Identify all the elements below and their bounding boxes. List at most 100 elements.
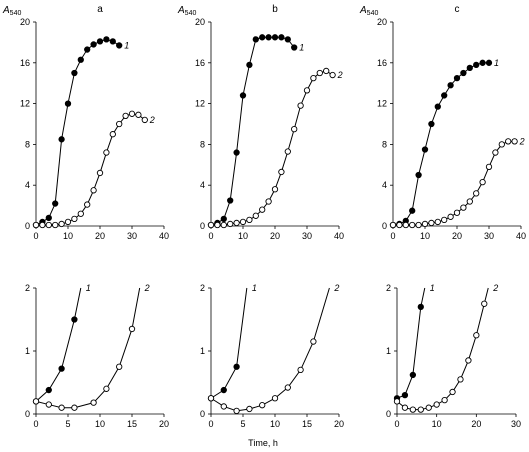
panel-label: a <box>97 4 103 15</box>
series-2-label: 2 <box>492 283 498 293</box>
series-2-point <box>128 110 136 117</box>
series-2-point <box>71 215 78 223</box>
series-1-label: 1 <box>86 283 91 293</box>
x-tick-label: 5 <box>65 419 70 429</box>
series-2-point <box>441 216 448 224</box>
series-2-label: 2 <box>333 283 339 293</box>
series-2-point <box>259 206 266 213</box>
series-2-line <box>36 113 146 226</box>
series-1-point <box>415 171 422 179</box>
x-tick-label: 0 <box>394 419 399 429</box>
y-tick-label: 16 <box>195 58 205 68</box>
x-tick-label: 40 <box>334 231 344 241</box>
x-tick-label: 20 <box>452 231 462 241</box>
series-1-point <box>284 36 291 43</box>
series-1-point <box>233 149 240 156</box>
series-2-point <box>481 300 488 307</box>
y-tick-label: 0 <box>25 409 30 419</box>
series-1-point <box>409 371 417 379</box>
series-1-point <box>401 391 409 399</box>
series-2-point <box>96 169 104 177</box>
series-2-point <box>453 209 461 216</box>
series-2-point <box>90 187 97 194</box>
series-1-point <box>45 214 52 221</box>
series-2-point <box>284 148 291 155</box>
series-1-point <box>52 200 59 207</box>
y-tick-label: 1 <box>386 346 391 356</box>
series-2-point <box>207 395 215 402</box>
series-1-point <box>239 92 247 99</box>
series-2-point <box>310 74 317 82</box>
series-1-point <box>271 34 279 41</box>
chart-bottom-a: 0 5 10 15 20 0 1 2 1 2 <box>25 283 169 429</box>
y-tick-label: 8 <box>200 139 205 149</box>
y-tick-label: 0 <box>200 221 205 231</box>
series-1-label: 1 <box>252 283 257 293</box>
y-tick-label: 4 <box>25 180 30 190</box>
series-2-point <box>32 398 40 405</box>
series-1-point <box>103 36 110 43</box>
series-2-point <box>409 406 417 413</box>
series-1-point <box>479 59 486 66</box>
series-2-point <box>329 71 336 79</box>
y-axis-label: A540 <box>177 5 196 17</box>
series-2-point <box>220 221 227 229</box>
series-2-point <box>425 404 432 411</box>
series-1-point <box>447 82 454 89</box>
series-2-point <box>77 210 84 217</box>
series-1-line <box>210 287 248 399</box>
series-2-point <box>64 218 72 226</box>
x-tick-label: 30 <box>127 231 137 241</box>
x-tick-label: 30 <box>484 231 494 241</box>
series-1-point <box>71 316 78 323</box>
series-1-point <box>96 38 104 45</box>
x-tick-label: 10 <box>270 419 280 429</box>
series-2-point <box>109 131 116 138</box>
y-tick-label: 8 <box>25 139 30 149</box>
series-2-point <box>52 221 59 229</box>
series-2-point <box>116 120 123 128</box>
x-tick-label: 15 <box>127 419 137 429</box>
series-2-point <box>479 178 486 186</box>
x-tick-label: 10 <box>95 419 105 429</box>
series-2-point <box>447 213 454 220</box>
series-2-point <box>465 357 472 364</box>
y-tick-label: 12 <box>195 99 205 109</box>
series-2-point <box>233 407 240 414</box>
series-2-point <box>428 219 435 227</box>
series-2-point <box>214 221 221 229</box>
series-2-point <box>389 221 397 229</box>
series-1-point <box>428 120 435 128</box>
series-1-point <box>417 303 424 311</box>
y-tick-label: 12 <box>20 99 30 109</box>
series-2-label: 2 <box>519 136 525 146</box>
chart-bottom-b: 0 5 10 15 20 0 1 2 1 2 <box>200 283 344 429</box>
series-1-point <box>485 59 493 66</box>
series-2-point <box>271 395 279 402</box>
x-tick-label: 10 <box>420 231 430 241</box>
series-1-point <box>45 386 52 394</box>
series-2-point <box>415 221 422 229</box>
series-1-point <box>421 146 429 153</box>
series-2-point <box>103 149 110 156</box>
x-tick-label: 5 <box>240 419 245 429</box>
y-tick-label: 16 <box>377 58 387 68</box>
series-1-point <box>265 34 272 41</box>
panel-label: b <box>272 4 278 15</box>
series-2-point <box>84 201 91 208</box>
x-tick-label: 20 <box>471 419 481 429</box>
series-1-point <box>291 44 298 51</box>
series-2-point <box>393 398 401 405</box>
series-1-point <box>116 42 123 49</box>
series-2-point <box>58 404 65 411</box>
series-2-point <box>460 204 467 211</box>
series-1-point <box>460 69 467 77</box>
y-tick-label: 0 <box>200 409 205 419</box>
series-2-point <box>32 221 40 229</box>
x-tick-label: 0 <box>33 419 38 429</box>
series-1-label: 1 <box>124 40 129 50</box>
series-1-point <box>246 61 253 68</box>
x-tick-label: 0 <box>390 231 395 241</box>
